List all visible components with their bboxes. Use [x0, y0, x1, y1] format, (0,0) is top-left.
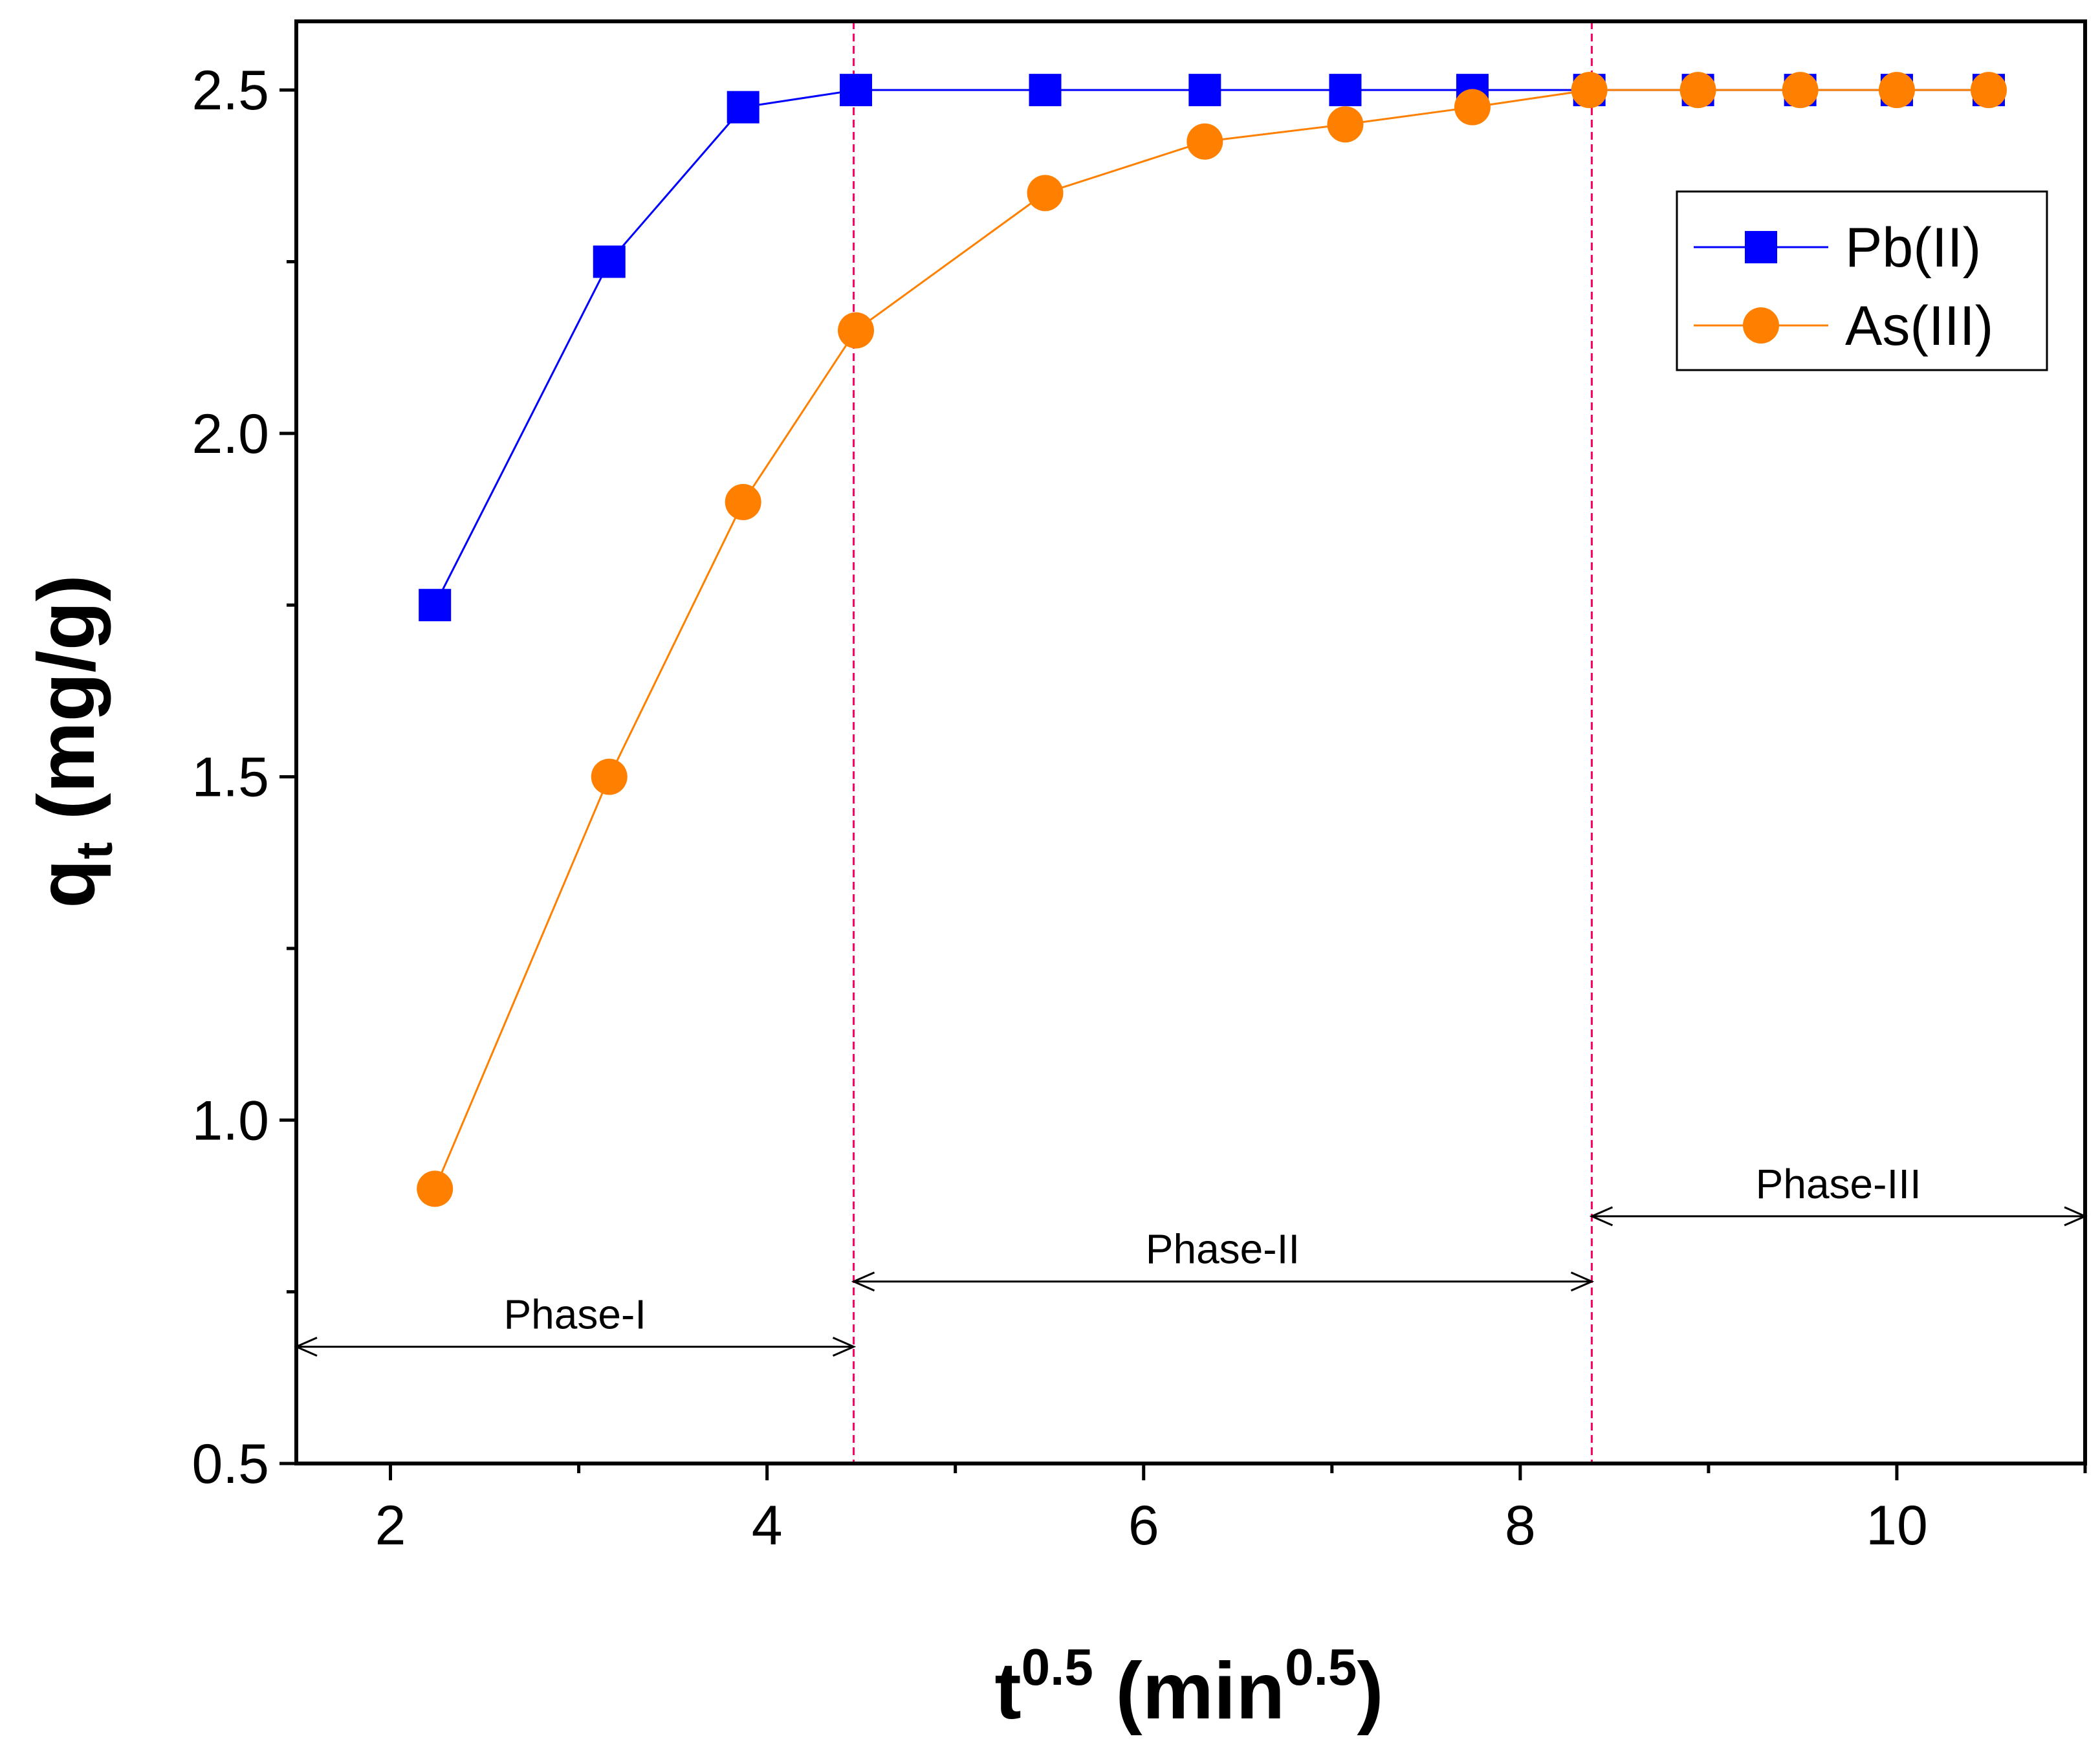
- data-point-circle: [1327, 106, 1364, 143]
- data-point-square: [1188, 74, 1221, 107]
- y-tick-label: 2.0: [191, 403, 269, 465]
- data-point-circle: [1782, 72, 1819, 109]
- x-tick-label: 4: [752, 1495, 783, 1557]
- data-point-circle: [1970, 72, 2007, 109]
- y-axis-symbol: q: [22, 859, 111, 908]
- data-point-circle: [725, 484, 761, 520]
- data-point-circle: [417, 1170, 454, 1207]
- x-tick-label: 2: [375, 1495, 406, 1557]
- x-tick-label: 8: [1505, 1495, 1536, 1557]
- data-point-circle: [1878, 72, 1915, 109]
- tick-labels: 2 4 6 8 10 0.5 1.0 1.5 2.0 2.5: [191, 60, 1927, 1557]
- x-tick-label: 6: [1128, 1495, 1159, 1557]
- y-axis-title: qt (mg/g): [22, 575, 123, 908]
- data-point-circle: [1027, 175, 1064, 212]
- x-axis-unit-close: ): [1357, 1647, 1383, 1736]
- y-tick-label: 1.0: [191, 1090, 269, 1152]
- phase-boundaries: [853, 21, 1593, 1463]
- data-point-circle: [1454, 89, 1491, 126]
- x-axis-symbol-exponent: 0.5: [1022, 1638, 1093, 1696]
- phase-arrow-head: [832, 1337, 857, 1357]
- data-point-circle: [1187, 123, 1223, 160]
- legend-marker-square: [1745, 231, 1777, 263]
- phase-label: Phase-II: [1146, 1226, 1300, 1273]
- y-tick-label: 0.5: [191, 1433, 269, 1495]
- phase-arrow-head: [851, 1271, 875, 1292]
- phase-annotations: Phase-I Phase-II Phase-III: [294, 1161, 2088, 1357]
- data-point-square: [419, 589, 452, 622]
- y-tick-label: 2.5: [191, 60, 269, 122]
- data-point-circle: [838, 312, 875, 349]
- data-point-circle: [1571, 72, 1608, 109]
- data-point-square: [1329, 74, 1362, 107]
- axes: [279, 19, 2087, 1480]
- data-point-square: [1029, 74, 1062, 107]
- phase-label: Phase-I: [503, 1291, 646, 1338]
- legend-label: Pb(II): [1845, 217, 1981, 279]
- x-axis-symbol: t: [994, 1647, 1021, 1736]
- phase-arrow-head: [1589, 1206, 1613, 1227]
- data-point-circle: [591, 758, 628, 795]
- data-point-square: [840, 74, 873, 107]
- plot-frame: [294, 19, 2087, 1465]
- x-axis-unit-exponent: 0.5: [1285, 1638, 1357, 1696]
- data-point-square: [593, 245, 626, 278]
- phase-label: Phase-III: [1756, 1161, 1921, 1207]
- x-axis-unit-open: (min: [1093, 1647, 1285, 1736]
- legend-label: As(III): [1845, 295, 1993, 357]
- y-axis-symbol-subscript: t: [65, 842, 123, 859]
- legend-box: [1676, 190, 2048, 371]
- legend: Pb(II) As(III): [1676, 190, 2048, 371]
- data-series: [417, 72, 2007, 1207]
- y-tick-label: 1.5: [191, 747, 269, 809]
- phase-arrow-head: [1570, 1271, 1595, 1292]
- legend-marker-circle: [1743, 307, 1779, 344]
- data-point-circle: [1679, 72, 1716, 109]
- y-axis-unit: (mg/g): [22, 575, 111, 842]
- data-point-square: [727, 91, 760, 124]
- x-axis-title: t0.5 (min0.5): [994, 1638, 1383, 1736]
- x-tick-label: 10: [1866, 1495, 1928, 1557]
